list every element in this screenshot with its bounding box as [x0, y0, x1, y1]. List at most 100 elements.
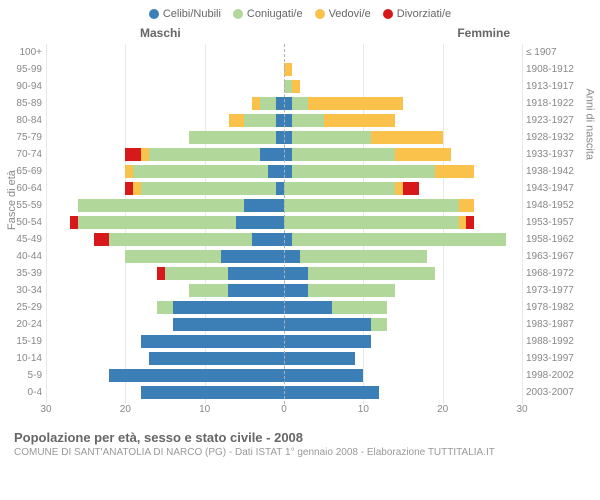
- bar-segment: [276, 97, 284, 110]
- bar-segment: [229, 114, 245, 127]
- birth-year-label: 1913-1917: [526, 81, 598, 92]
- legend: Celibi/NubiliConiugati/eVedovi/eDivorzia…: [0, 0, 600, 20]
- age-label: 50-54: [6, 217, 42, 228]
- bar-segment: [332, 301, 388, 314]
- birth-year-label: 1933-1937: [526, 149, 598, 160]
- age-label: 40-44: [6, 251, 42, 262]
- age-label: 55-59: [6, 200, 42, 211]
- male-bar: [125, 250, 284, 263]
- male-bar: [125, 165, 284, 178]
- male-bar: [141, 386, 284, 399]
- bar-segment: [284, 267, 308, 280]
- bar-segment: [292, 165, 435, 178]
- male-bar: [189, 284, 284, 297]
- bar-segment: [371, 131, 442, 144]
- bar-segment: [284, 318, 371, 331]
- female-bar: [284, 267, 435, 280]
- bar-segment: [141, 386, 284, 399]
- bar-segment: [149, 352, 284, 365]
- bar-segment: [308, 267, 435, 280]
- chart-title: Popolazione per età, sesso e stato civil…: [14, 430, 590, 445]
- center-axis-line: [284, 44, 285, 404]
- bar-segment: [284, 352, 355, 365]
- x-tick-label: 30: [516, 404, 527, 415]
- female-bar: [284, 131, 443, 144]
- female-bar: [284, 182, 419, 195]
- female-bar: [284, 80, 300, 93]
- male-bar: [157, 267, 284, 280]
- bar-segment: [173, 318, 284, 331]
- population-pyramid-chart: Celibi/NubiliConiugati/eVedovi/eDivorzia…: [0, 0, 600, 500]
- x-tick-label: 20: [437, 404, 448, 415]
- bar-segment: [228, 284, 284, 297]
- legend-item: Celibi/Nubili: [149, 8, 221, 20]
- age-label: 0-4: [6, 387, 42, 398]
- male-bar: [189, 131, 284, 144]
- birth-year-label: 1958-1962: [526, 234, 598, 245]
- age-label: 60-64: [6, 183, 42, 194]
- birth-year-label: 1988-1992: [526, 336, 598, 347]
- bar-segment: [189, 131, 276, 144]
- bar-segment: [284, 131, 292, 144]
- bar-segment: [292, 80, 300, 93]
- age-label: 95-99: [6, 64, 42, 75]
- x-axis: 3020100102030: [46, 404, 522, 422]
- male-bar: [125, 148, 284, 161]
- bar-segment: [276, 114, 284, 127]
- age-label: 75-79: [6, 132, 42, 143]
- bar-segment: [260, 148, 284, 161]
- bar-segment: [284, 199, 459, 212]
- bar-segment: [284, 335, 371, 348]
- birth-year-label: ≤ 1907: [526, 47, 598, 58]
- birth-year-label: 1928-1932: [526, 132, 598, 143]
- legend-label: Vedovi/e: [329, 8, 371, 20]
- x-tick-label: 0: [281, 404, 287, 415]
- bar-segment: [276, 182, 284, 195]
- female-bar: [284, 216, 474, 229]
- birth-year-label: 1953-1957: [526, 217, 598, 228]
- age-label: 100+: [6, 47, 42, 58]
- legend-swatch: [315, 9, 325, 19]
- bar-segment: [284, 165, 292, 178]
- female-bar: [284, 301, 387, 314]
- age-label: 10-14: [6, 353, 42, 364]
- male-bar: [78, 199, 284, 212]
- bar-segment: [276, 131, 284, 144]
- bar-segment: [292, 97, 308, 110]
- bar-segment: [125, 250, 220, 263]
- male-label: Maschi: [140, 26, 181, 40]
- bar-segment: [292, 131, 371, 144]
- male-bar: [70, 216, 284, 229]
- x-tick-label: 30: [40, 404, 51, 415]
- legend-item: Divorziati/e: [383, 8, 451, 20]
- female-bar: [284, 148, 451, 161]
- age-label: 30-34: [6, 285, 42, 296]
- bar-segment: [284, 301, 332, 314]
- male-bar: [109, 369, 284, 382]
- bar-segment: [141, 335, 284, 348]
- legend-swatch: [383, 9, 393, 19]
- bar-segment: [94, 233, 110, 246]
- bar-segment: [141, 148, 149, 161]
- female-bar: [284, 284, 395, 297]
- female-bar: [284, 352, 355, 365]
- bar-segment: [284, 63, 292, 76]
- bar-segment: [284, 284, 308, 297]
- bar-segment: [292, 233, 506, 246]
- chart-footer: Popolazione per età, sesso e stato civil…: [0, 422, 600, 458]
- bar-segment: [252, 233, 284, 246]
- birth-year-label: 1983-1987: [526, 319, 598, 330]
- bar-segment: [300, 250, 427, 263]
- male-bar: [157, 301, 284, 314]
- bar-segment: [284, 233, 292, 246]
- bar-segment: [395, 148, 451, 161]
- bar-segment: [252, 97, 260, 110]
- age-label: 20-24: [6, 319, 42, 330]
- chart-subtitle: COMUNE DI SANT'ANATOLIA DI NARCO (PG) - …: [14, 447, 590, 458]
- bar-segment: [284, 182, 395, 195]
- birth-year-label: 1908-1912: [526, 64, 598, 75]
- male-bar: [94, 233, 284, 246]
- birth-year-label: 1938-1942: [526, 166, 598, 177]
- bar-segment: [173, 301, 284, 314]
- bar-segment: [284, 80, 292, 93]
